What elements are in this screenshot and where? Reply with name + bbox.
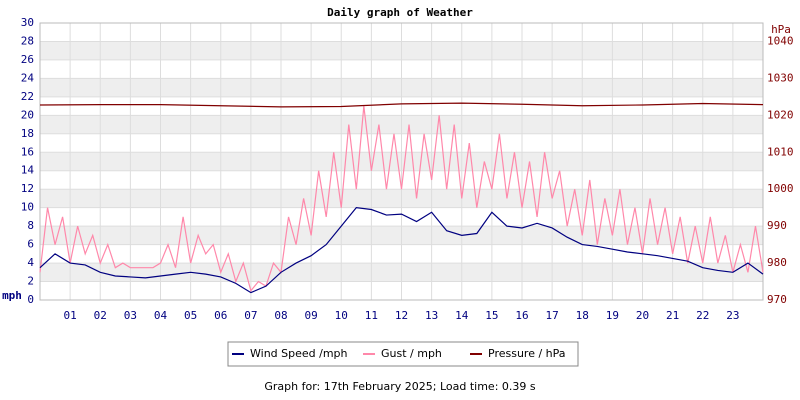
x-tick-label: 06 bbox=[214, 309, 227, 322]
y2-tick-label: 1020 bbox=[767, 108, 794, 121]
x-tick-label: 05 bbox=[184, 309, 197, 322]
x-tick-label: 17 bbox=[546, 309, 559, 322]
x-tick-label: 10 bbox=[335, 309, 348, 322]
x-tick-label: 12 bbox=[395, 309, 408, 322]
legend-label: Wind Speed /mph bbox=[250, 347, 348, 360]
x-tick-label: 14 bbox=[455, 309, 469, 322]
x-tick-label: 23 bbox=[726, 309, 739, 322]
legend-label: Gust / mph bbox=[381, 347, 442, 360]
y2-tick-label: 1000 bbox=[767, 182, 794, 195]
y-tick-label: 28 bbox=[21, 34, 34, 47]
y2-tick-label: 970 bbox=[767, 293, 787, 306]
y-tick-label: 24 bbox=[21, 71, 35, 84]
x-tick-label: 22 bbox=[696, 309, 709, 322]
y2-axis-label: hPa bbox=[771, 23, 791, 36]
legend-label: Pressure / hPa bbox=[488, 347, 566, 360]
y-tick-label: 14 bbox=[21, 164, 35, 177]
x-tick-label: 09 bbox=[305, 309, 318, 322]
y-tick-label: 10 bbox=[21, 201, 34, 214]
y-tick-label: 0 bbox=[27, 293, 34, 306]
plot-frame bbox=[39, 22, 764, 301]
y2-tick-label: 1040 bbox=[767, 34, 794, 47]
y-tick-label: 22 bbox=[21, 90, 34, 103]
y-tick-label: 2 bbox=[27, 275, 34, 288]
chart-title: Daily graph of Weather bbox=[327, 6, 473, 19]
y-tick-label: 16 bbox=[21, 145, 34, 158]
x-tick-label: 01 bbox=[64, 309, 77, 322]
x-tick-label: 15 bbox=[485, 309, 498, 322]
x-tick-label: 03 bbox=[124, 309, 137, 322]
x-tick-label: 02 bbox=[94, 309, 107, 322]
x-tick-label: 21 bbox=[666, 309, 679, 322]
y-tick-label: 6 bbox=[27, 238, 34, 251]
y-tick-label: 30 bbox=[21, 16, 34, 29]
x-tick-label: 04 bbox=[154, 309, 168, 322]
line-series bbox=[39, 102, 764, 108]
x-tick-label: 13 bbox=[425, 309, 438, 322]
footer: Graph for: 17th February 2025; Load time… bbox=[264, 380, 536, 393]
y-tick-label: 20 bbox=[21, 108, 34, 121]
y2-tick-label: 990 bbox=[767, 219, 787, 232]
y2-tick-label: 980 bbox=[767, 256, 787, 269]
x-tick-label: 19 bbox=[606, 309, 619, 322]
y-axis-label: mph bbox=[2, 289, 22, 302]
plot-area bbox=[39, 22, 764, 301]
x-tick-label: 11 bbox=[365, 309, 378, 322]
line-series bbox=[39, 207, 764, 294]
y-tick-label: 8 bbox=[27, 219, 34, 232]
x-tick-label: 08 bbox=[274, 309, 287, 322]
x-tick-label: 07 bbox=[244, 309, 257, 322]
legend-box bbox=[227, 341, 579, 367]
x-tick-label: 18 bbox=[576, 309, 589, 322]
y-tick-label: 18 bbox=[21, 127, 34, 140]
y2-tick-label: 1010 bbox=[767, 145, 794, 158]
y-tick-label: 12 bbox=[21, 182, 34, 195]
y2-tick-label: 1030 bbox=[767, 71, 794, 84]
y-tick-label: 26 bbox=[21, 53, 34, 66]
x-tick-label: 20 bbox=[636, 309, 649, 322]
x-tick-label: 16 bbox=[515, 309, 528, 322]
y-tick-label: 4 bbox=[27, 256, 34, 269]
